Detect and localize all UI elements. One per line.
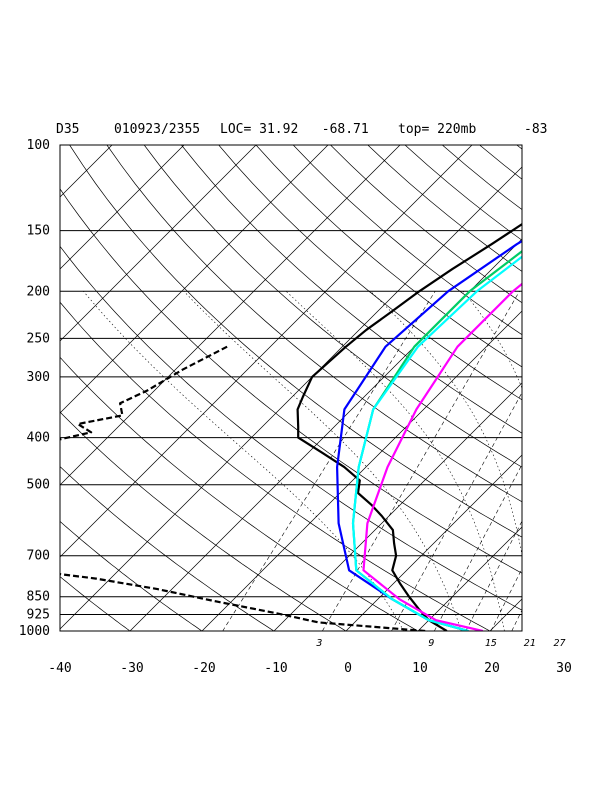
isotherm-line — [273, 382, 522, 631]
dry-adiabat-line — [69, 145, 522, 538]
isotherm-line — [60, 166, 522, 630]
isotherm-line — [60, 145, 257, 342]
mixing-ratio-label: 3 — [315, 638, 322, 649]
moist-adiabat-line — [183, 291, 462, 631]
mixing-ratio-line — [222, 291, 436, 631]
mixing-ratio-label: 27 — [553, 638, 565, 649]
dry-adiabat-line — [60, 520, 203, 631]
temperature-trace — [351, 255, 522, 631]
pressure-tick-label: 100 — [27, 138, 50, 153]
isotherm-line — [345, 454, 522, 631]
dry-adiabat-line — [255, 145, 522, 368]
temperature-tick-label: -30 — [120, 661, 143, 676]
isotherm-line — [60, 145, 185, 270]
dry-adiabat-line — [143, 145, 522, 468]
dry-adiabat-line — [516, 145, 522, 150]
mixing-ratio-line — [559, 291, 612, 631]
isotherm-line — [562, 145, 612, 631]
dry-adiabat-line — [330, 145, 522, 304]
dry-adiabat-line — [404, 145, 522, 241]
temperature-trace — [362, 282, 522, 631]
dry-adiabat-line — [60, 301, 491, 631]
mixing-ratio-line — [530, 291, 612, 631]
isotherm-line — [417, 526, 522, 631]
pressure-tick-label: 150 — [27, 224, 50, 239]
dry-adiabat-line — [479, 145, 522, 180]
dry-adiabat-line — [367, 145, 522, 272]
mixing-ratio-line — [511, 609, 522, 631]
temperature-trace — [336, 239, 522, 631]
mixing-ratio-line — [545, 291, 612, 631]
pressure-tick-label: 250 — [27, 331, 50, 346]
header-datetime: 010923/2355 — [114, 122, 200, 137]
isotherm-line — [60, 145, 329, 414]
moist-adiabat-line — [370, 291, 522, 557]
isotherm-line — [60, 145, 401, 486]
plot-frame — [59, 144, 523, 632]
mixing-ratio-line — [434, 463, 522, 631]
dry-adiabat-line — [60, 245, 522, 611]
isotherm-line — [129, 238, 522, 631]
isotherm-line — [489, 598, 522, 631]
header-extra: -83 — [524, 122, 547, 137]
pressure-tick-label: 1000 — [19, 624, 50, 639]
temperature-tick-label: 10 — [412, 661, 428, 676]
header-top: top= 220mb — [398, 122, 476, 137]
temperature-trace — [351, 249, 522, 631]
background-lines — [60, 145, 612, 641]
mixing-ratio-line — [465, 520, 522, 631]
header-location: LOC= 31.92 -68.71 — [220, 122, 369, 137]
pressure-tick-label: 925 — [27, 608, 50, 623]
moist-adiabat-line — [285, 291, 505, 631]
mixing-ratio-labels: 3 9 15 21 27 — [315, 638, 565, 649]
mixing-ratio-line — [490, 567, 522, 631]
pressure-tick-label: 200 — [27, 284, 50, 299]
temperature-labels: -40 -30 -20 -10 0 10 20 30 — [48, 661, 572, 676]
dry-adiabat-line — [60, 576, 131, 631]
pressure-tick-label: 700 — [27, 549, 50, 564]
dry-adiabat-line — [181, 145, 522, 434]
dry-adiabat-line — [591, 145, 612, 641]
mixing-ratio-line — [572, 291, 612, 631]
dry-adiabat-line — [442, 145, 522, 210]
mixing-ratio-line — [391, 391, 522, 631]
dry-adiabat-line — [218, 145, 522, 401]
dry-adiabat-line — [60, 356, 419, 631]
dry-adiabat-line — [60, 188, 522, 574]
temperature-tick-label: -20 — [192, 661, 215, 676]
isotherm-line — [60, 145, 113, 198]
header-station: D35 — [56, 122, 79, 137]
sounding-traces — [60, 222, 522, 631]
dry-adiabat-line — [60, 466, 275, 631]
pressure-tick-label: 300 — [27, 370, 50, 385]
temperature-trace — [296, 222, 522, 631]
pressure-tick-label: 500 — [27, 478, 50, 493]
dry-adiabat-line — [60, 411, 347, 631]
temperature-tick-label: 20 — [484, 661, 500, 676]
temperature-tick-label: 0 — [344, 661, 352, 676]
pressure-tick-label: 400 — [27, 431, 50, 446]
temperature-tick-label: -10 — [264, 661, 287, 676]
pressure-tick-label: 850 — [27, 590, 50, 605]
dry-adiabat-line — [554, 145, 612, 641]
isotherm-line — [201, 310, 522, 631]
temperature-tick-label: -40 — [48, 661, 71, 676]
temperature-tick-label: 30 — [556, 661, 572, 676]
mixing-ratio-label: 21 — [524, 638, 536, 649]
mixing-ratio-label: 15 — [485, 638, 497, 649]
dry-adiabat-line — [106, 145, 522, 503]
isobars — [60, 144, 522, 632]
dewpoint-trace — [60, 345, 426, 631]
mixing-ratio-label: 9 — [428, 638, 434, 649]
isotherm-line — [60, 145, 473, 558]
